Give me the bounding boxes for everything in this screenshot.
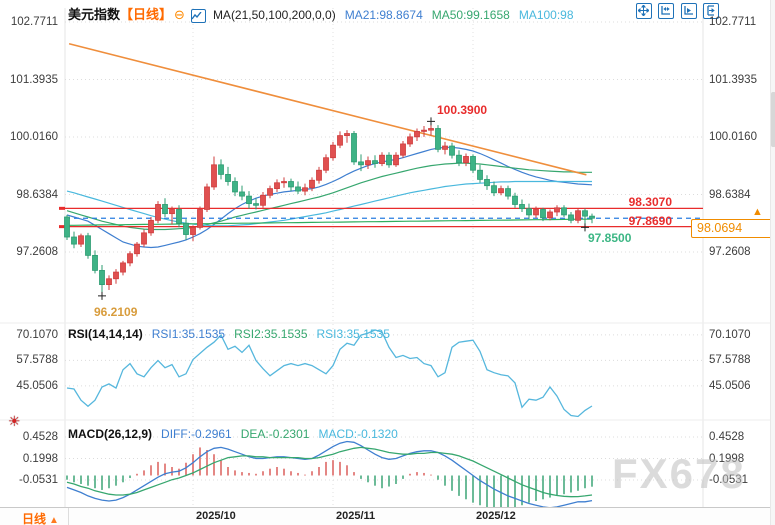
period-tag[interactable]: 【日线】 [120,7,173,22]
ma50-value: MA50:99.1658 [431,8,510,22]
rsi-header: RSI(14,14,14) RSI1:35.1535 RSI2:35.1535 RSI… [68,327,390,341]
axis-label-right: 45.0506 [709,379,751,392]
ma21-value: MA21:98.8674 [344,8,423,22]
rsi-settings-label[interactable]: RSI(14,14,14) [68,327,143,341]
axis-label-left: 0.1998 [22,452,58,465]
rsi2-value: RSI2:35.1535 [234,327,308,341]
last-price-box: 98.0694 [691,219,775,239]
axis-label-left: 98.6384 [16,188,58,201]
x-axis-month-label: 2025/10 [196,510,236,522]
bottom-bar: 日线 ▲ 2025/10 2025/11 2025/12 [0,507,775,525]
axis-label-right: 100.0160 [709,131,757,144]
fit-axis-icon[interactable] [658,3,675,19]
axis-label-left: 100.0160 [10,131,58,144]
axis-label-right: 0.1998 [709,452,745,465]
chart-toolbar [634,3,720,21]
axis-label-right: 0.4528 [709,431,745,443]
last-price-value: 98.0694 [697,221,743,236]
x-axis-month-label: 2025/11 [336,510,376,522]
axis-label-left: 0.4528 [22,431,58,443]
scrollbar-thumb[interactable] [771,92,775,147]
ma-indicator-icon[interactable] [190,9,206,23]
axis-label-left: 45.0506 [16,379,58,392]
ma100-value: MA100:98 [518,8,574,22]
price-annotation: 96.2109 [94,304,138,319]
diff-value: DIFF:-0.2961 [161,427,232,441]
axis-label-left: 101.3935 [10,73,58,86]
rsi1-value: RSI1:35.1535 [151,327,226,341]
period-tab-daily[interactable]: 日线 ▲ [22,512,59,525]
rsi3-value: RSI3:35.1535 [316,327,390,341]
price-annotation: 100.3900 [437,103,488,118]
go-to-latest-icon[interactable] [703,3,720,19]
axis-label-right: 57.5788 [709,354,751,367]
axis-label-left: 102.7711 [10,16,58,29]
auto-scale-icon[interactable] [680,3,697,19]
axis-label-left: 57.5788 [16,354,58,367]
chevron-up-icon: ▲ [49,515,59,525]
main-chart-header: 美元指数【日线】 ⊖ MA(21,50,100,200,0,0) MA21:98.86… [68,4,574,23]
axis-label-right: 102.7711 [709,16,757,29]
macd-header: MACD(26,12,9) DIFF:-0.2961 DEA:-0.2301 MACD… [68,427,398,441]
level-label: 98.3070 [628,195,672,210]
divider [68,508,69,525]
macd-value: MACD:-0.1320 [318,427,398,441]
axis-label-left: 70.1070 [16,328,58,341]
level-label: 97.8690 [628,213,672,228]
ma-settings-label[interactable]: MA(21,50,100,200,0,0) [212,8,336,22]
axis-label-right: 97.2608 [709,246,751,258]
price-up-arrow-icon: ▲ [752,206,763,219]
collapse-icon[interactable]: ⊖ [174,7,185,22]
axis-label-right: 70.1070 [709,328,751,341]
crosshair-move-icon[interactable] [636,3,652,19]
live-indicator-icon: ☀ [8,413,21,429]
axis-label-right: -0.0531 [709,473,749,486]
axis-label-left: 97.2608 [16,246,58,258]
x-axis-month-label: 2025/12 [476,510,516,522]
macd-settings-label[interactable]: MACD(26,12,9) [68,427,153,441]
dea-value: DEA:-0.2301 [240,427,310,441]
symbol-title: 美元指数 [68,7,121,22]
scrollbar [770,0,775,525]
price-annotation: 97.8500 [588,231,632,246]
axis-label-right: 101.3935 [709,73,757,86]
axis-label-right: 98.6384 [709,188,751,201]
axis-label-left: -0.0531 [18,473,58,486]
